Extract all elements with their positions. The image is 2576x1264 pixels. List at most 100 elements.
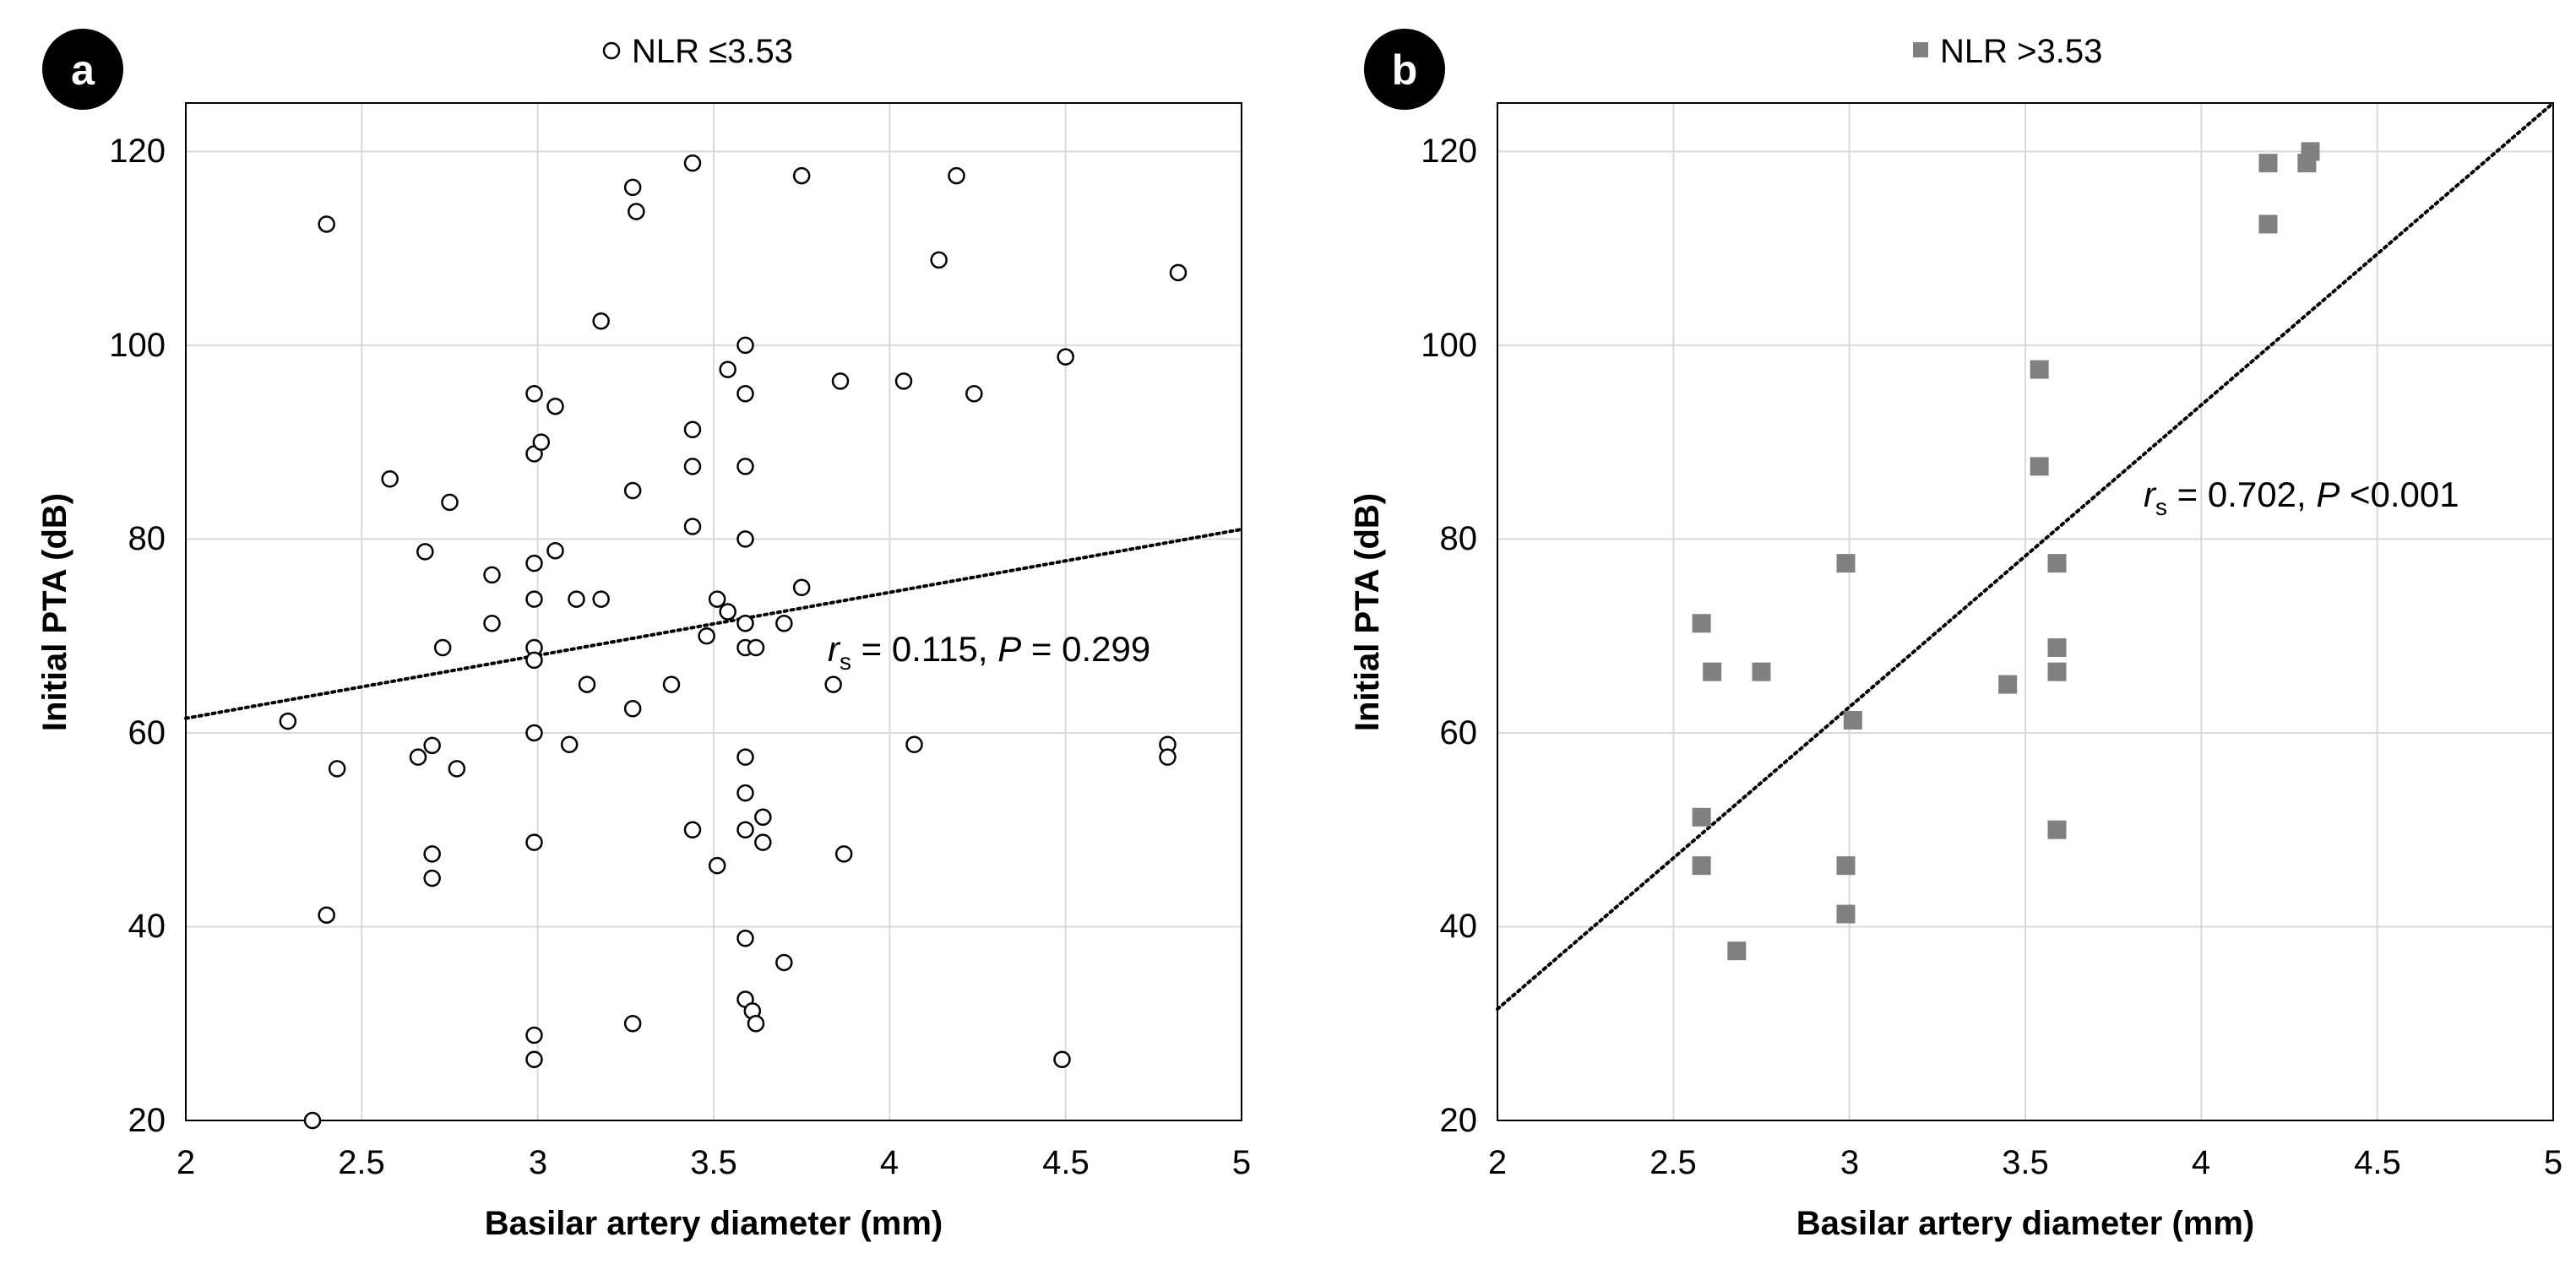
r-subscript: s [840,648,851,675]
data-point [483,615,501,632]
data-point [930,251,948,269]
x-tick-label: 3 [529,1144,547,1181]
panel-a-badge: a [42,29,123,110]
panel-a-points-layer [279,154,1187,1130]
data-point [1998,675,2018,694]
panel-b: b NLR >3.53 20 40 60 80 100 120 2 2.5 3 … [1349,29,2562,1242]
data-point [683,458,702,475]
data-point [747,1014,765,1033]
r-subscript: s [2155,494,2167,520]
data-point [754,833,772,851]
data-point [1752,662,1771,681]
panel-b-legend-label: NLR >3.53 [1940,33,2102,70]
data-point [448,760,466,778]
panel-a-y-axis-title: Initial PTA (dB) [36,493,73,731]
data-point [592,590,610,608]
panel-b-y-ticks: 20 40 60 80 100 120 [1421,133,1477,1139]
panel-a-trendline-layer [184,527,1243,720]
data-point [736,458,754,475]
data-point [279,712,297,730]
data-point [546,541,564,560]
x-tick-label: 2 [177,1144,195,1181]
panel-b-badge: b [1364,29,1445,110]
data-point [623,700,642,718]
y-tick-label: 40 [1440,908,1478,945]
panel-a-legend: NLR ≤3.53 [602,33,793,70]
data-point [662,675,681,693]
p-value: = 0.299 [1021,629,1150,669]
data-point [623,1014,642,1033]
data-point [792,166,811,185]
panel-b-plot-frame [1497,102,2554,1121]
data-point [708,590,726,608]
data-point [409,748,427,766]
data-point [1836,554,1856,573]
data-point [775,953,793,972]
data-point [592,312,610,330]
x-tick-label: 4 [2192,1144,2210,1181]
data-point [834,845,853,863]
data-point [736,336,754,355]
panel-a-x-ticks: 2 2.5 3 3.5 4 4.5 5 [177,1144,1251,1181]
data-point [423,736,441,755]
data-point [1692,856,1711,876]
data-point [1836,856,1856,876]
data-point [905,735,923,753]
data-point [683,420,702,438]
data-point [831,372,850,390]
y-tick-label: 100 [109,327,166,364]
data-point [736,821,754,838]
panel-a-legend-marker [602,41,621,60]
data-point [747,638,765,657]
y-tick-label: 120 [109,133,166,170]
data-point [1703,662,1722,681]
panel-b-x-ticks: 2 2.5 3 3.5 4 4.5 5 [1488,1144,2562,1181]
y-tick-label: 120 [1421,133,1477,170]
x-tick-label: 5 [2544,1144,2562,1181]
data-point [792,578,811,597]
data-point [303,1111,322,1130]
data-point [546,397,564,415]
panel-a-correlation-annotation: rs = 0.115, P = 0.299 [828,629,1150,675]
data-point [736,784,754,802]
data-point [1843,711,1862,730]
data-point [2030,360,2049,379]
data-point [318,215,335,233]
panel-a-x-axis-title: Basilar artery diameter (mm) [485,1205,943,1242]
x-tick-label: 4 [880,1144,899,1181]
y-tick-label: 60 [128,714,166,751]
data-point [1692,614,1711,633]
data-point [2030,457,2049,476]
data-point [754,808,772,827]
panel-a-legend-label: NLR ≤3.53 [632,33,793,70]
panel-b-x-axis-title: Basilar artery diameter (mm) [1796,1205,2254,1242]
data-point [441,493,459,512]
data-point [736,385,754,403]
data-point [525,385,543,403]
data-point [775,615,793,632]
data-point [736,929,754,947]
panel-a-y-ticks: 20 40 60 80 100 120 [109,133,166,1139]
panel-a-badge-label: a [71,46,95,94]
data-point [2258,214,2278,234]
panel-b-legend: NLR >3.53 [1913,33,2102,70]
data-point [433,638,452,657]
y-tick-label: 80 [128,520,166,557]
r-value: = 0.115, [851,629,997,669]
data-point [719,603,736,621]
r-value: = 0.702, [2167,475,2316,514]
data-point [560,735,579,753]
panel-b-points-layer [1692,142,2320,961]
x-tick-label: 4.5 [2354,1144,2401,1181]
data-point [2258,154,2278,173]
data-point [525,554,543,572]
data-point [2047,662,2067,681]
panel-a: a NLR ≤3.53 20 40 60 80 100 120 2 2.5 3 … [36,29,1251,1242]
panel-b-correlation-annotation: rs = 0.702, P <0.001 [2144,475,2459,520]
data-point [719,361,736,378]
panel-b-y-axis-title: Initial PTA (dB) [1349,493,1386,731]
data-point [525,651,543,670]
panel-b-legend-marker [1913,42,1928,57]
data-point [423,869,441,887]
data-point [698,627,715,645]
